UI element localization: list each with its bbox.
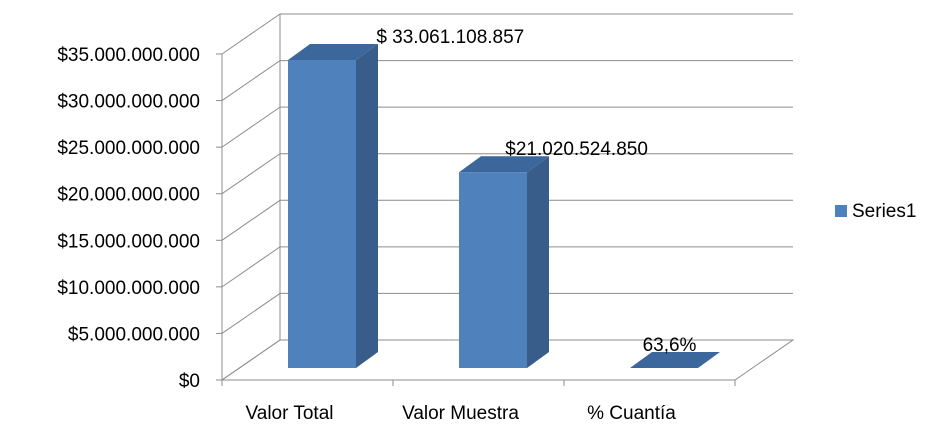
y-tick-label: $20.000.000.000 xyxy=(57,185,200,206)
data-label: $ 33.061.108.857 xyxy=(376,27,524,48)
grid-line xyxy=(221,60,793,101)
legend-swatch xyxy=(835,205,847,217)
bar-top xyxy=(630,352,720,368)
grid-line xyxy=(221,246,793,288)
bar-side xyxy=(356,44,378,368)
x-tick-label: % Cuantía xyxy=(587,403,676,424)
grid-line xyxy=(221,153,793,195)
x-tick-label: Valor Total xyxy=(245,403,333,424)
y-tick-label: $0 xyxy=(179,371,200,392)
legend-label: Series1 xyxy=(852,201,916,222)
y-tick-label: $30.000.000.000 xyxy=(57,92,200,113)
grid-line xyxy=(221,292,793,334)
data-label: 63,6% xyxy=(643,335,697,356)
bar xyxy=(459,172,527,368)
y-tick-label: $10.000.000.000 xyxy=(57,278,200,299)
y-tick-label: $5.000.000.000 xyxy=(68,324,200,345)
y-tick-label: $25.000.000.000 xyxy=(57,138,200,159)
bar xyxy=(288,60,356,368)
x-tick-label: Valor Muestra xyxy=(402,403,519,424)
bar-side xyxy=(527,156,549,368)
grid-line xyxy=(221,106,793,148)
bar-top xyxy=(459,156,549,173)
data-label: $21.020.524.850 xyxy=(505,139,648,160)
grid-line xyxy=(221,13,793,55)
y-tick-label: $15.000.000.000 xyxy=(57,231,200,252)
grid-line xyxy=(221,339,793,381)
y-tick-label: $35.000.000.000 xyxy=(57,45,200,66)
grid-line xyxy=(221,199,793,241)
bar-top xyxy=(288,44,378,61)
